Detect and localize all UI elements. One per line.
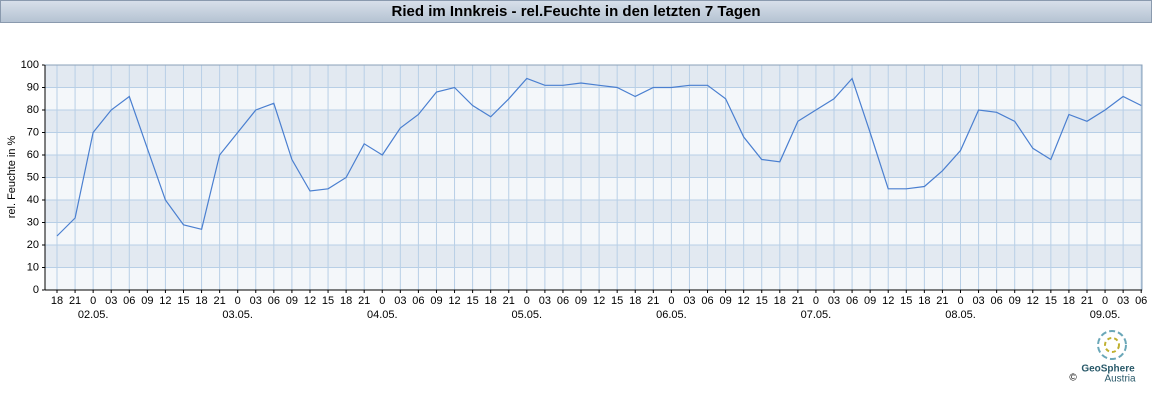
date-label: 03.05. xyxy=(222,309,253,321)
x-tick-label: 03 xyxy=(539,295,551,307)
x-tick-label: 21 xyxy=(214,295,226,307)
x-tick-label: 03 xyxy=(1117,295,1129,307)
y-tick-label: 50 xyxy=(27,171,39,183)
x-tick-label: 0 xyxy=(524,295,530,307)
date-label: 04.05. xyxy=(367,309,398,321)
band xyxy=(45,245,1142,268)
x-tick-label: 03 xyxy=(105,295,117,307)
date-label: 06.05. xyxy=(656,309,687,321)
date-label: 07.05. xyxy=(801,309,832,321)
x-tick-label: 15 xyxy=(177,295,189,307)
x-tick-label: 09 xyxy=(286,295,298,307)
x-tick-label: 18 xyxy=(918,295,930,307)
x-tick-label: 12 xyxy=(593,295,605,307)
x-tick-label: 18 xyxy=(51,295,63,307)
x-tick-label: 21 xyxy=(647,295,659,307)
x-tick-label: 15 xyxy=(900,295,912,307)
x-tick-label: 09 xyxy=(1009,295,1021,307)
band xyxy=(45,155,1142,178)
band xyxy=(45,65,1142,88)
chart-title: Ried im Innkreis - rel.Feuchte in den le… xyxy=(392,3,761,20)
x-tick-label: 18 xyxy=(1063,295,1075,307)
y-tick-label: 80 xyxy=(27,104,39,116)
logo-name: GeoSphere xyxy=(1081,364,1135,375)
x-tick-label: 06 xyxy=(701,295,713,307)
x-tick-label: 0 xyxy=(90,295,96,307)
x-tick-label: 06 xyxy=(268,295,280,307)
x-tick-label: 12 xyxy=(304,295,316,307)
x-tick-label: 06 xyxy=(1135,295,1147,307)
y-tick-label: 100 xyxy=(21,59,39,71)
copyright: © xyxy=(1069,373,1077,384)
date-label: 09.05. xyxy=(1090,309,1121,321)
x-tick-label: 06 xyxy=(123,295,135,307)
x-tick-label: 12 xyxy=(882,295,894,307)
x-tick-label: 21 xyxy=(503,295,515,307)
x-tick-label: 18 xyxy=(195,295,207,307)
date-label: 02.05. xyxy=(78,309,109,321)
x-tick-label: 15 xyxy=(756,295,768,307)
x-tick-label: 0 xyxy=(668,295,674,307)
x-tick-label: 21 xyxy=(1081,295,1093,307)
x-tick-label: 0 xyxy=(813,295,819,307)
y-tick-label: 90 xyxy=(27,81,39,93)
y-tick-label: 0 xyxy=(33,284,39,296)
y-tick-label: 70 xyxy=(27,126,39,138)
date-label: 08.05. xyxy=(945,309,976,321)
y-tick-label: 20 xyxy=(27,239,39,251)
x-tick-label: 18 xyxy=(774,295,786,307)
x-tick-label: 0 xyxy=(235,295,241,307)
x-tick-label: 12 xyxy=(159,295,171,307)
x-tick-label: 21 xyxy=(792,295,804,307)
x-tick-label: 12 xyxy=(448,295,460,307)
x-tick-label: 09 xyxy=(430,295,442,307)
x-tick-label: 09 xyxy=(141,295,153,307)
x-tick-label: 18 xyxy=(629,295,641,307)
y-tick-label: 30 xyxy=(27,216,39,228)
x-tick-label: 03 xyxy=(394,295,406,307)
y-axis-label: rel. Feuchte in % xyxy=(6,136,18,219)
x-tick-label: 0 xyxy=(379,295,385,307)
x-tick-label: 03 xyxy=(250,295,262,307)
x-tick-label: 09 xyxy=(864,295,876,307)
x-tick-label: 15 xyxy=(466,295,478,307)
x-tick-label: 0 xyxy=(957,295,963,307)
x-tick-label: 18 xyxy=(485,295,497,307)
x-tick-label: 15 xyxy=(1045,295,1057,307)
x-tick-label: 21 xyxy=(936,295,948,307)
x-tick-label: 09 xyxy=(719,295,731,307)
y-tick-label: 10 xyxy=(27,261,39,273)
x-tick-label: 15 xyxy=(322,295,334,307)
x-tick-label: 06 xyxy=(557,295,569,307)
x-tick-label: 03 xyxy=(972,295,984,307)
x-tick-label: 06 xyxy=(846,295,858,307)
x-tick-label: 03 xyxy=(828,295,840,307)
x-tick-label: 06 xyxy=(991,295,1003,307)
x-tick-label: 06 xyxy=(412,295,424,307)
x-tick-label: 18 xyxy=(340,295,352,307)
data-line xyxy=(56,77,1142,237)
x-tick-label: 12 xyxy=(1027,295,1039,307)
y-tick-label: 60 xyxy=(27,149,39,161)
x-tick-label: 21 xyxy=(358,295,370,307)
x-tick-label: 03 xyxy=(683,295,695,307)
x-tick-label: 09 xyxy=(575,295,587,307)
logo: GeoSphere Austria © xyxy=(1069,330,1136,385)
logo-sub: Austria xyxy=(1104,374,1136,385)
x-tick-label: 21 xyxy=(69,295,81,307)
y-tick-label: 40 xyxy=(27,194,39,206)
band xyxy=(45,200,1142,223)
x-tick-label: 15 xyxy=(611,295,623,307)
x-tick-label: 0 xyxy=(1102,295,1108,307)
date-label: 05.05. xyxy=(512,309,543,321)
x-tick-label: 12 xyxy=(738,295,750,307)
